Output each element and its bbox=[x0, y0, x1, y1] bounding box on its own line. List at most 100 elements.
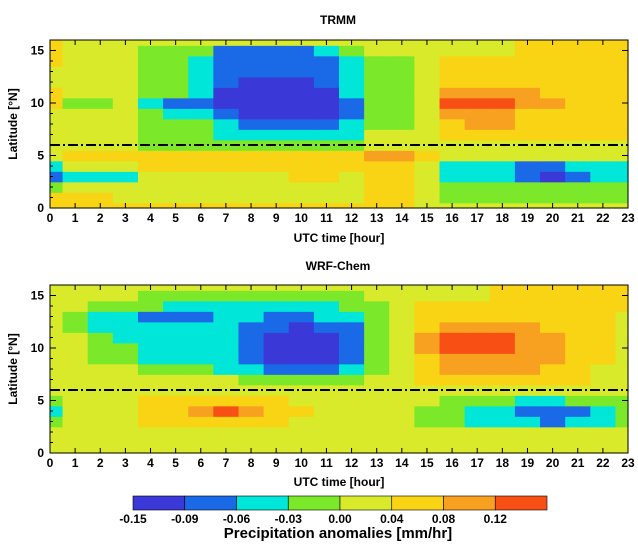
wrf-chem-cell bbox=[213, 395, 240, 407]
trmm-cell bbox=[213, 150, 240, 162]
wrf-chem-cell bbox=[112, 342, 139, 354]
wrf-chem-cell bbox=[288, 374, 315, 386]
trmm-cell bbox=[62, 66, 89, 78]
wrf-chem-cell bbox=[414, 321, 441, 333]
wrf-chem-cell bbox=[50, 447, 64, 454]
wrf-chem-cell bbox=[137, 290, 164, 302]
wrf-chem-x-tick-label: 17 bbox=[471, 456, 485, 470]
wrf-chem-x-tick-label: 4 bbox=[147, 456, 154, 470]
trmm-cell bbox=[414, 108, 441, 120]
trmm-cell bbox=[62, 108, 89, 120]
wrf-chem-cell bbox=[263, 384, 290, 396]
wrf-chem-cell bbox=[590, 374, 617, 386]
trmm-cell bbox=[339, 118, 365, 130]
trmm-cell bbox=[87, 150, 114, 162]
wrf-chem-cell bbox=[238, 416, 265, 428]
trmm-x-tick-label: 21 bbox=[571, 211, 585, 225]
wrf-chem-cell bbox=[62, 332, 89, 344]
wrf-chem-cell bbox=[87, 321, 114, 333]
trmm-cell bbox=[50, 129, 64, 141]
trmm-cell bbox=[414, 97, 441, 109]
wrf-chem-x-tick-label: 10 bbox=[295, 456, 309, 470]
wrf-chem-cell bbox=[414, 426, 441, 438]
trmm-cell bbox=[50, 118, 64, 130]
wrf-chem-cell bbox=[263, 426, 290, 438]
wrf-chem-cell bbox=[414, 290, 441, 302]
wrf-chem-cell bbox=[339, 353, 365, 365]
trmm-cell bbox=[87, 129, 114, 141]
trmm-cell bbox=[50, 66, 64, 78]
wrf-chem-cell bbox=[565, 363, 591, 375]
wrf-chem-cell bbox=[514, 395, 541, 407]
wrf-chem-cell bbox=[313, 353, 340, 365]
wrf-chem-cell bbox=[590, 300, 617, 312]
wrf-chem-x-tick-label: 21 bbox=[571, 456, 585, 470]
wrf-chem-cell bbox=[590, 290, 617, 302]
wrf-chem-cell bbox=[163, 342, 189, 354]
trmm-x-tick-label: 14 bbox=[395, 211, 409, 225]
wrf-chem-cell bbox=[313, 321, 340, 333]
wrf-chem-cell bbox=[389, 426, 415, 438]
wrf-chem-x-tick-label: 6 bbox=[197, 456, 204, 470]
trmm-cell bbox=[364, 76, 390, 88]
wrf-chem-y-tick-label: 5 bbox=[37, 394, 44, 408]
wrf-chem-cell bbox=[163, 395, 189, 407]
trmm-cell bbox=[565, 118, 591, 130]
wrf-chem-cell bbox=[540, 290, 566, 302]
wrf-chem-cell bbox=[339, 332, 365, 344]
trmm-cell bbox=[389, 181, 415, 193]
wrf-chem-cell bbox=[50, 426, 64, 438]
wrf-chem-cell bbox=[87, 416, 114, 428]
wrf-chem-x-tick-label: 14 bbox=[395, 456, 409, 470]
trmm-cell bbox=[263, 97, 290, 109]
trmm-cell bbox=[414, 55, 441, 67]
trmm-cell bbox=[514, 97, 541, 109]
wrf-chem-cell bbox=[590, 416, 617, 428]
wrf-chem-x-tick-label: 19 bbox=[521, 456, 535, 470]
wrf-chem-cell bbox=[464, 437, 491, 449]
trmm-cell bbox=[62, 171, 89, 183]
trmm-cell bbox=[50, 171, 64, 183]
wrf-chem-cell bbox=[62, 363, 89, 375]
trmm-cell bbox=[163, 108, 189, 120]
trmm-cell bbox=[464, 171, 491, 183]
wrf-chem-cell bbox=[540, 342, 566, 354]
trmm-cell bbox=[540, 129, 566, 141]
trmm-cell bbox=[137, 45, 164, 57]
wrf-chem-cell bbox=[163, 405, 189, 417]
wrf-chem-cell bbox=[439, 437, 466, 449]
wrf-chem-cell bbox=[263, 437, 290, 449]
trmm-cell bbox=[188, 181, 214, 193]
trmm-cell bbox=[414, 181, 441, 193]
wrf-chem-cell bbox=[50, 311, 64, 323]
trmm-cell bbox=[50, 202, 64, 209]
trmm-cell bbox=[464, 192, 491, 204]
wrf-chem-cell bbox=[464, 374, 491, 386]
trmm-cell bbox=[439, 66, 466, 78]
trmm-cell bbox=[213, 160, 240, 172]
trmm-cell bbox=[389, 45, 415, 57]
trmm-x-tick-label: 8 bbox=[248, 211, 255, 225]
wrf-chem-cell bbox=[238, 353, 265, 365]
trmm-cell bbox=[339, 87, 365, 99]
wrf-chem-cell bbox=[339, 395, 365, 407]
wrf-chem-cell bbox=[50, 300, 64, 312]
trmm-cell bbox=[137, 181, 164, 193]
trmm-cell bbox=[590, 129, 617, 141]
wrf-chem-cell bbox=[288, 290, 315, 302]
trmm-cell bbox=[313, 150, 340, 162]
trmm-cell bbox=[50, 97, 64, 109]
wrf-chem-cell bbox=[62, 405, 89, 417]
trmm-cell bbox=[50, 76, 64, 88]
trmm-cell bbox=[313, 171, 340, 183]
trmm-cell bbox=[489, 118, 516, 130]
trmm-cell bbox=[414, 76, 441, 88]
trmm-cell bbox=[590, 66, 617, 78]
trmm-cell bbox=[238, 45, 265, 57]
trmm-heatmap bbox=[50, 40, 629, 209]
wrf-chem-x-tick-label: 7 bbox=[223, 456, 230, 470]
trmm-cell bbox=[364, 160, 390, 172]
trmm-cell bbox=[238, 97, 265, 109]
trmm-cell bbox=[389, 192, 415, 204]
wrf-chem-cell bbox=[112, 416, 139, 428]
